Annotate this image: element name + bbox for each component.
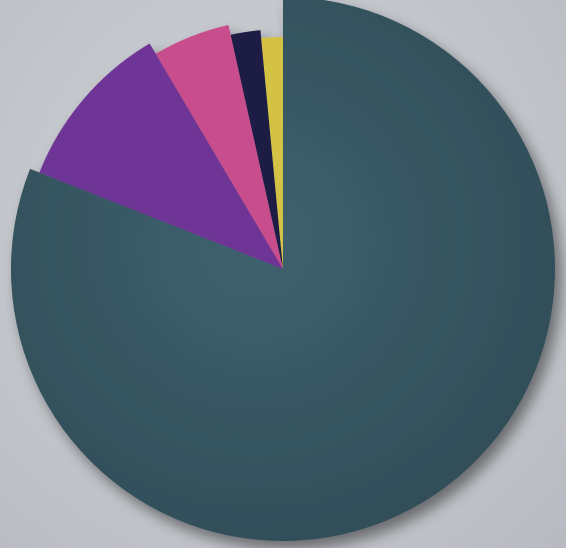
- pie-slices: [11, 0, 555, 541]
- pie-slice-1-shading: [11, 0, 555, 541]
- pie-slice-4: [230, 30, 283, 269]
- pie-slice-3: [155, 25, 283, 269]
- pie-slice-2: [39, 43, 284, 269]
- pie-slice-5: [261, 37, 283, 269]
